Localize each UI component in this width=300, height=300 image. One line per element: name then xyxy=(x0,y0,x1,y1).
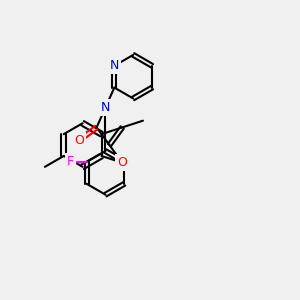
Text: N: N xyxy=(101,101,110,114)
Text: O: O xyxy=(117,156,127,169)
Text: F: F xyxy=(67,155,74,169)
Text: O: O xyxy=(74,134,84,147)
Text: N: N xyxy=(110,59,119,72)
